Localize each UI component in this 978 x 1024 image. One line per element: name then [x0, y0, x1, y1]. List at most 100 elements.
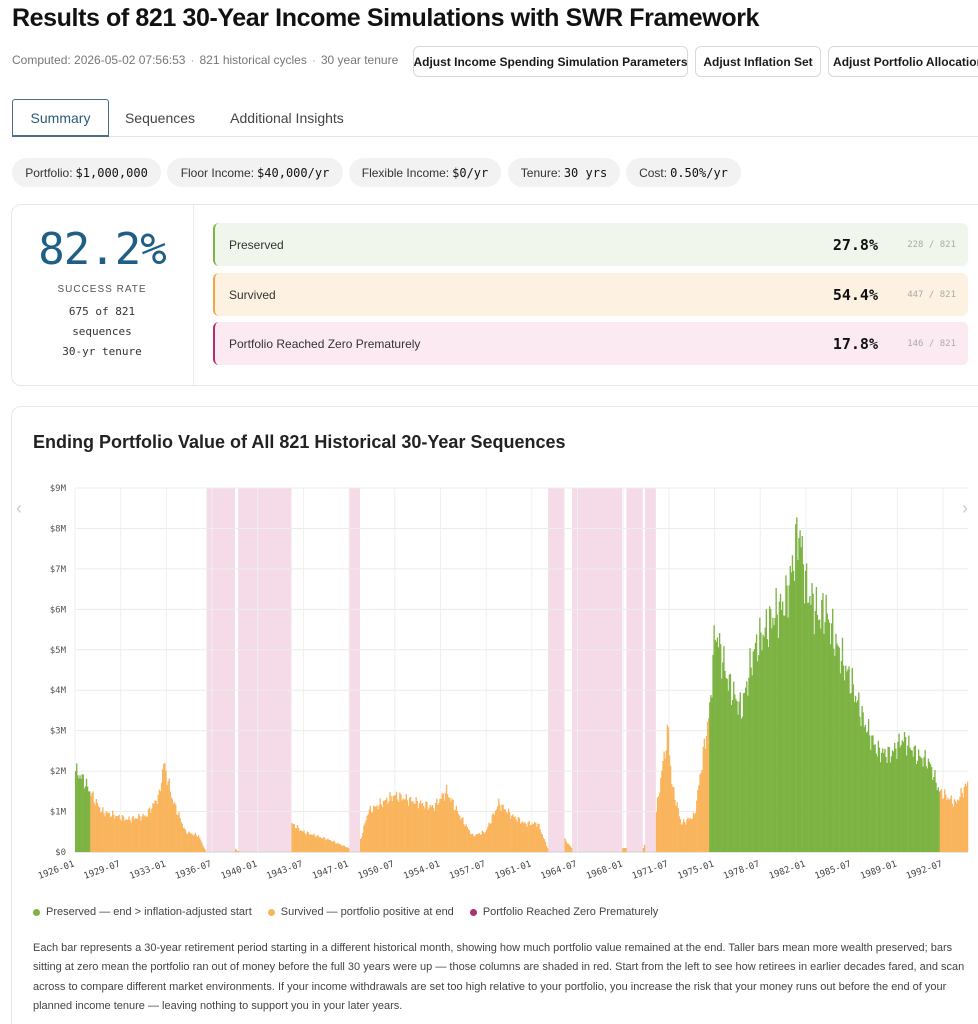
value-bar	[148, 807, 151, 852]
value-bar	[715, 641, 717, 852]
value-bar	[429, 804, 431, 852]
chip-floor-income: Floor Income: $40,000/yr	[167, 158, 343, 187]
value-bar	[830, 623, 833, 852]
value-bar	[667, 727, 670, 852]
value-bar	[300, 830, 302, 852]
value-bar	[235, 849, 238, 852]
value-bar	[333, 841, 336, 852]
value-bar	[826, 613, 828, 852]
value-bar	[157, 794, 160, 852]
value-bar	[127, 819, 129, 852]
value-bar	[143, 816, 145, 852]
value-bar	[717, 647, 720, 852]
value-bar	[797, 560, 799, 852]
value-bar	[892, 751, 895, 852]
value-bar	[925, 766, 927, 852]
value-bar	[787, 617, 789, 852]
tab-summary[interactable]: Summary	[12, 99, 109, 137]
value-bar	[723, 646, 725, 852]
tab-additional-insights[interactable]: Additional Insights	[230, 110, 344, 126]
value-bar	[118, 814, 120, 852]
value-bar	[204, 849, 206, 852]
adjust-portfolio-allocation-button[interactable]: Adjust Portfolio Allocation	[828, 46, 978, 77]
value-bar	[109, 817, 112, 852]
value-bar	[740, 718, 743, 852]
value-bar	[518, 817, 521, 852]
chevron-left-icon[interactable]: ‹	[16, 498, 22, 518]
value-bar	[407, 805, 410, 852]
value-bar	[387, 803, 389, 852]
value-bar	[749, 648, 751, 852]
value-bar	[138, 813, 140, 852]
value-bar	[668, 755, 671, 852]
value-bar	[525, 823, 527, 852]
value-bar	[449, 797, 451, 852]
value-bar	[430, 806, 433, 852]
value-bar	[716, 637, 719, 852]
value-bar	[958, 800, 960, 852]
adjust-income-parameters-button[interactable]: Adjust Income Spending Simulation Parame…	[413, 46, 688, 77]
value-bar	[541, 834, 543, 852]
chart-description: Each bar represents a 30-year retirement…	[33, 942, 965, 1013]
x-tick-label: 1992-07	[905, 859, 944, 881]
tab-sequences[interactable]: Sequences	[124, 110, 196, 126]
value-bar	[155, 800, 157, 852]
value-bar	[960, 787, 962, 852]
value-bar	[185, 833, 188, 852]
zero-period-band-0	[206, 488, 235, 852]
adjust-inflation-set-button[interactable]: Adjust Inflation Set	[695, 46, 821, 77]
value-bar	[483, 833, 486, 852]
value-bar	[168, 778, 170, 852]
value-bar	[339, 844, 341, 852]
value-bar	[908, 735, 910, 852]
value-bar	[696, 800, 698, 852]
value-bar	[661, 770, 663, 852]
value-bar	[663, 751, 665, 852]
value-bar	[139, 816, 141, 852]
value-bar	[402, 798, 404, 852]
value-bar	[687, 817, 689, 852]
value-bar	[768, 606, 771, 852]
value-bar	[346, 847, 349, 852]
success-rate-value: 82.2%	[38, 224, 166, 275]
value-bar	[234, 848, 237, 852]
value-bar	[398, 801, 400, 852]
x-tick-label: 1961-01	[494, 859, 533, 881]
value-bar	[704, 748, 707, 852]
y-tick-label: $5M	[50, 646, 67, 656]
value-bar	[763, 636, 765, 852]
value-bar	[926, 768, 929, 852]
value-bar	[363, 825, 365, 852]
chart-title: Ending Portfolio Value of All 821 Histor…	[33, 432, 566, 452]
value-bar	[110, 816, 113, 852]
value-bar	[326, 839, 328, 852]
outcome-count: 447 / 821	[907, 289, 956, 300]
value-bar	[503, 809, 505, 852]
value-bar	[198, 837, 201, 852]
value-bar	[743, 692, 746, 852]
chevron-right-icon[interactable]: ›	[962, 498, 968, 518]
value-bar	[692, 812, 695, 852]
value-bar	[369, 805, 372, 852]
value-bar	[828, 622, 831, 852]
value-bar	[834, 655, 836, 852]
value-bar	[539, 829, 541, 852]
value-bar	[322, 836, 325, 852]
value-bar	[923, 757, 925, 852]
value-bar	[522, 821, 524, 852]
value-bar	[98, 807, 101, 852]
value-bar	[403, 799, 405, 852]
value-bar	[693, 814, 696, 852]
value-bar	[934, 770, 936, 852]
value-bar	[660, 777, 662, 852]
value-bar	[441, 793, 443, 852]
value-bar	[789, 565, 791, 852]
x-tick-label: 1933-01	[128, 859, 167, 881]
value-bar	[442, 793, 444, 852]
value-bar	[455, 805, 458, 852]
value-bar	[946, 800, 948, 852]
value-bar	[123, 820, 126, 852]
value-bar	[411, 802, 413, 852]
value-bar	[948, 800, 950, 852]
value-bar	[394, 794, 397, 852]
